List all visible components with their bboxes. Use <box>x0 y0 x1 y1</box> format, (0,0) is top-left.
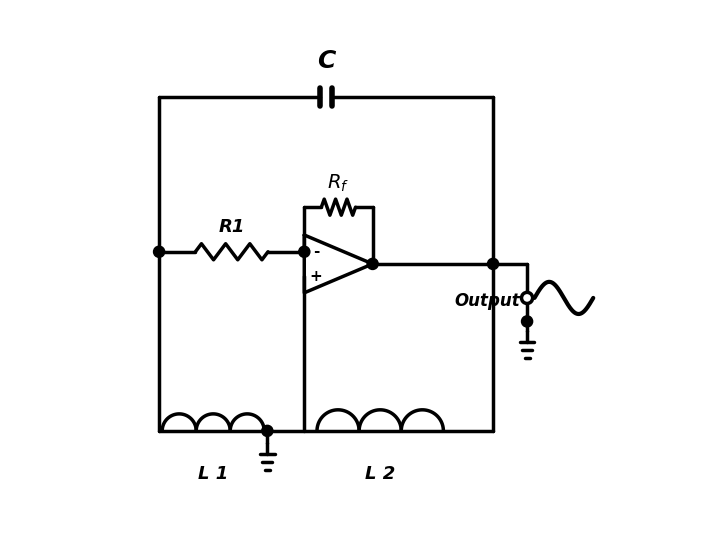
Text: L 1: L 1 <box>198 465 228 483</box>
Circle shape <box>262 425 273 436</box>
Text: C: C <box>317 50 336 74</box>
Text: R1: R1 <box>218 218 245 237</box>
Circle shape <box>154 246 165 257</box>
Text: +: + <box>310 269 323 284</box>
Circle shape <box>521 316 533 327</box>
Text: $R_f$: $R_f$ <box>328 172 349 193</box>
Circle shape <box>488 258 498 270</box>
Circle shape <box>367 258 378 270</box>
Circle shape <box>521 292 533 303</box>
Text: Output: Output <box>454 292 520 310</box>
Text: L 2: L 2 <box>365 465 396 483</box>
Text: -: - <box>313 244 319 260</box>
Circle shape <box>298 246 310 257</box>
